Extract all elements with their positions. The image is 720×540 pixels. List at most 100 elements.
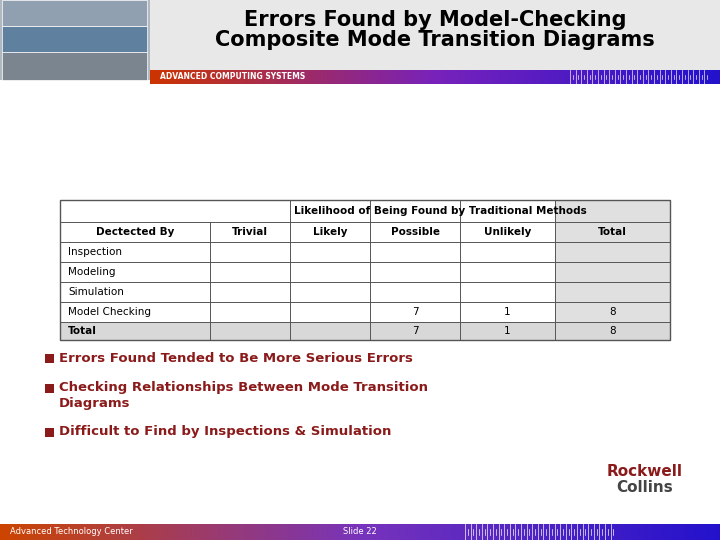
Bar: [408, 70, 411, 84]
Bar: [115, 524, 118, 540]
Bar: [160, 70, 162, 84]
Bar: [226, 70, 228, 84]
Bar: [292, 70, 295, 84]
Bar: [330, 70, 333, 84]
Bar: [691, 524, 694, 540]
Bar: [696, 70, 698, 84]
Bar: [655, 70, 658, 84]
Text: 7: 7: [412, 307, 418, 317]
Bar: [252, 524, 255, 540]
Bar: [235, 524, 238, 540]
Bar: [334, 70, 337, 84]
Bar: [675, 70, 677, 84]
Bar: [640, 70, 643, 84]
Bar: [505, 70, 508, 84]
Bar: [161, 70, 164, 84]
Bar: [379, 524, 382, 540]
Bar: [205, 70, 207, 84]
Bar: [329, 524, 332, 540]
Bar: [312, 524, 315, 540]
Bar: [224, 70, 227, 84]
Bar: [86, 524, 89, 540]
Bar: [553, 70, 555, 84]
Bar: [220, 70, 222, 84]
Bar: [646, 70, 648, 84]
Bar: [679, 524, 682, 540]
Bar: [395, 70, 397, 84]
Bar: [549, 524, 552, 540]
Bar: [639, 70, 641, 84]
Bar: [595, 524, 598, 540]
Bar: [266, 70, 269, 84]
Bar: [48, 524, 51, 540]
Bar: [678, 70, 680, 84]
Bar: [454, 524, 456, 540]
Bar: [168, 524, 171, 540]
Bar: [547, 70, 549, 84]
Bar: [360, 524, 363, 540]
Bar: [705, 70, 707, 84]
Bar: [328, 70, 331, 84]
Bar: [386, 70, 388, 84]
Bar: [12, 524, 15, 540]
Bar: [617, 524, 620, 540]
Text: 1: 1: [504, 326, 510, 336]
Bar: [405, 70, 407, 84]
Bar: [574, 70, 576, 84]
Bar: [589, 70, 591, 84]
Bar: [65, 524, 68, 540]
Bar: [688, 70, 690, 84]
Bar: [279, 524, 282, 540]
Bar: [490, 70, 492, 84]
Bar: [146, 524, 149, 540]
Bar: [507, 70, 510, 84]
Bar: [649, 70, 652, 84]
Bar: [418, 70, 420, 84]
Bar: [319, 524, 322, 540]
Bar: [173, 70, 175, 84]
Bar: [192, 70, 194, 84]
Bar: [631, 70, 633, 84]
Bar: [156, 70, 158, 84]
Bar: [203, 70, 206, 84]
Bar: [431, 70, 433, 84]
Bar: [450, 70, 453, 84]
Bar: [235, 70, 238, 84]
Bar: [397, 70, 400, 84]
Bar: [251, 70, 253, 84]
Bar: [509, 70, 511, 84]
Bar: [150, 70, 153, 84]
Bar: [570, 70, 572, 84]
Bar: [718, 70, 720, 84]
Bar: [67, 524, 70, 540]
Bar: [207, 524, 210, 540]
Bar: [96, 524, 99, 540]
Bar: [467, 70, 469, 84]
Bar: [585, 70, 588, 84]
Bar: [38, 524, 41, 540]
Bar: [218, 524, 221, 540]
Bar: [239, 70, 242, 84]
Bar: [660, 70, 662, 84]
Bar: [94, 524, 96, 540]
Text: 1: 1: [504, 307, 510, 317]
Text: Total: Total: [68, 326, 97, 336]
Bar: [521, 524, 523, 540]
Bar: [626, 524, 629, 540]
Bar: [607, 524, 610, 540]
Bar: [2, 26, 147, 52]
Bar: [562, 70, 564, 84]
Text: Slide 22: Slide 22: [343, 528, 377, 537]
Bar: [516, 524, 519, 540]
Bar: [463, 524, 466, 540]
Bar: [598, 524, 600, 540]
Bar: [302, 70, 305, 84]
Bar: [216, 524, 219, 540]
Bar: [322, 524, 325, 540]
Text: Errors Found Tended to Be More Serious Errors: Errors Found Tended to Be More Serious E…: [59, 352, 413, 365]
Bar: [240, 524, 243, 540]
Bar: [425, 524, 428, 540]
Text: Modeling: Modeling: [68, 267, 115, 277]
Bar: [31, 524, 34, 540]
Bar: [470, 524, 473, 540]
